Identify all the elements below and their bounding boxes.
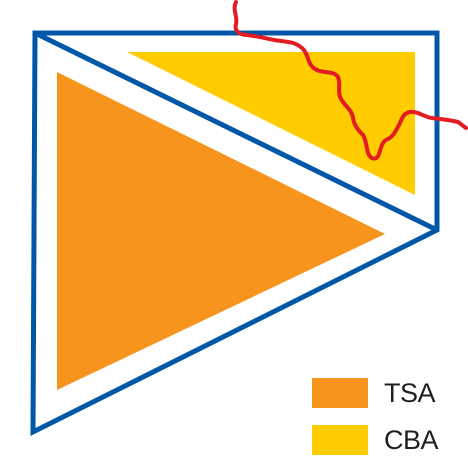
tsa-label: TSA: [384, 377, 436, 408]
river-line: [232, 0, 468, 161]
tsa-swatch: [312, 378, 368, 408]
tsa-area: [57, 72, 385, 390]
map-legend: TSA CBA: [312, 376, 462, 470]
cba-label: CBA: [384, 424, 439, 455]
legend-item-tsa: TSA: [312, 376, 462, 410]
legend-item-cba: CBA: [312, 423, 462, 457]
cba-area: [127, 52, 415, 195]
cba-swatch: [312, 425, 368, 455]
diagonal-boundary: [33, 30, 439, 233]
